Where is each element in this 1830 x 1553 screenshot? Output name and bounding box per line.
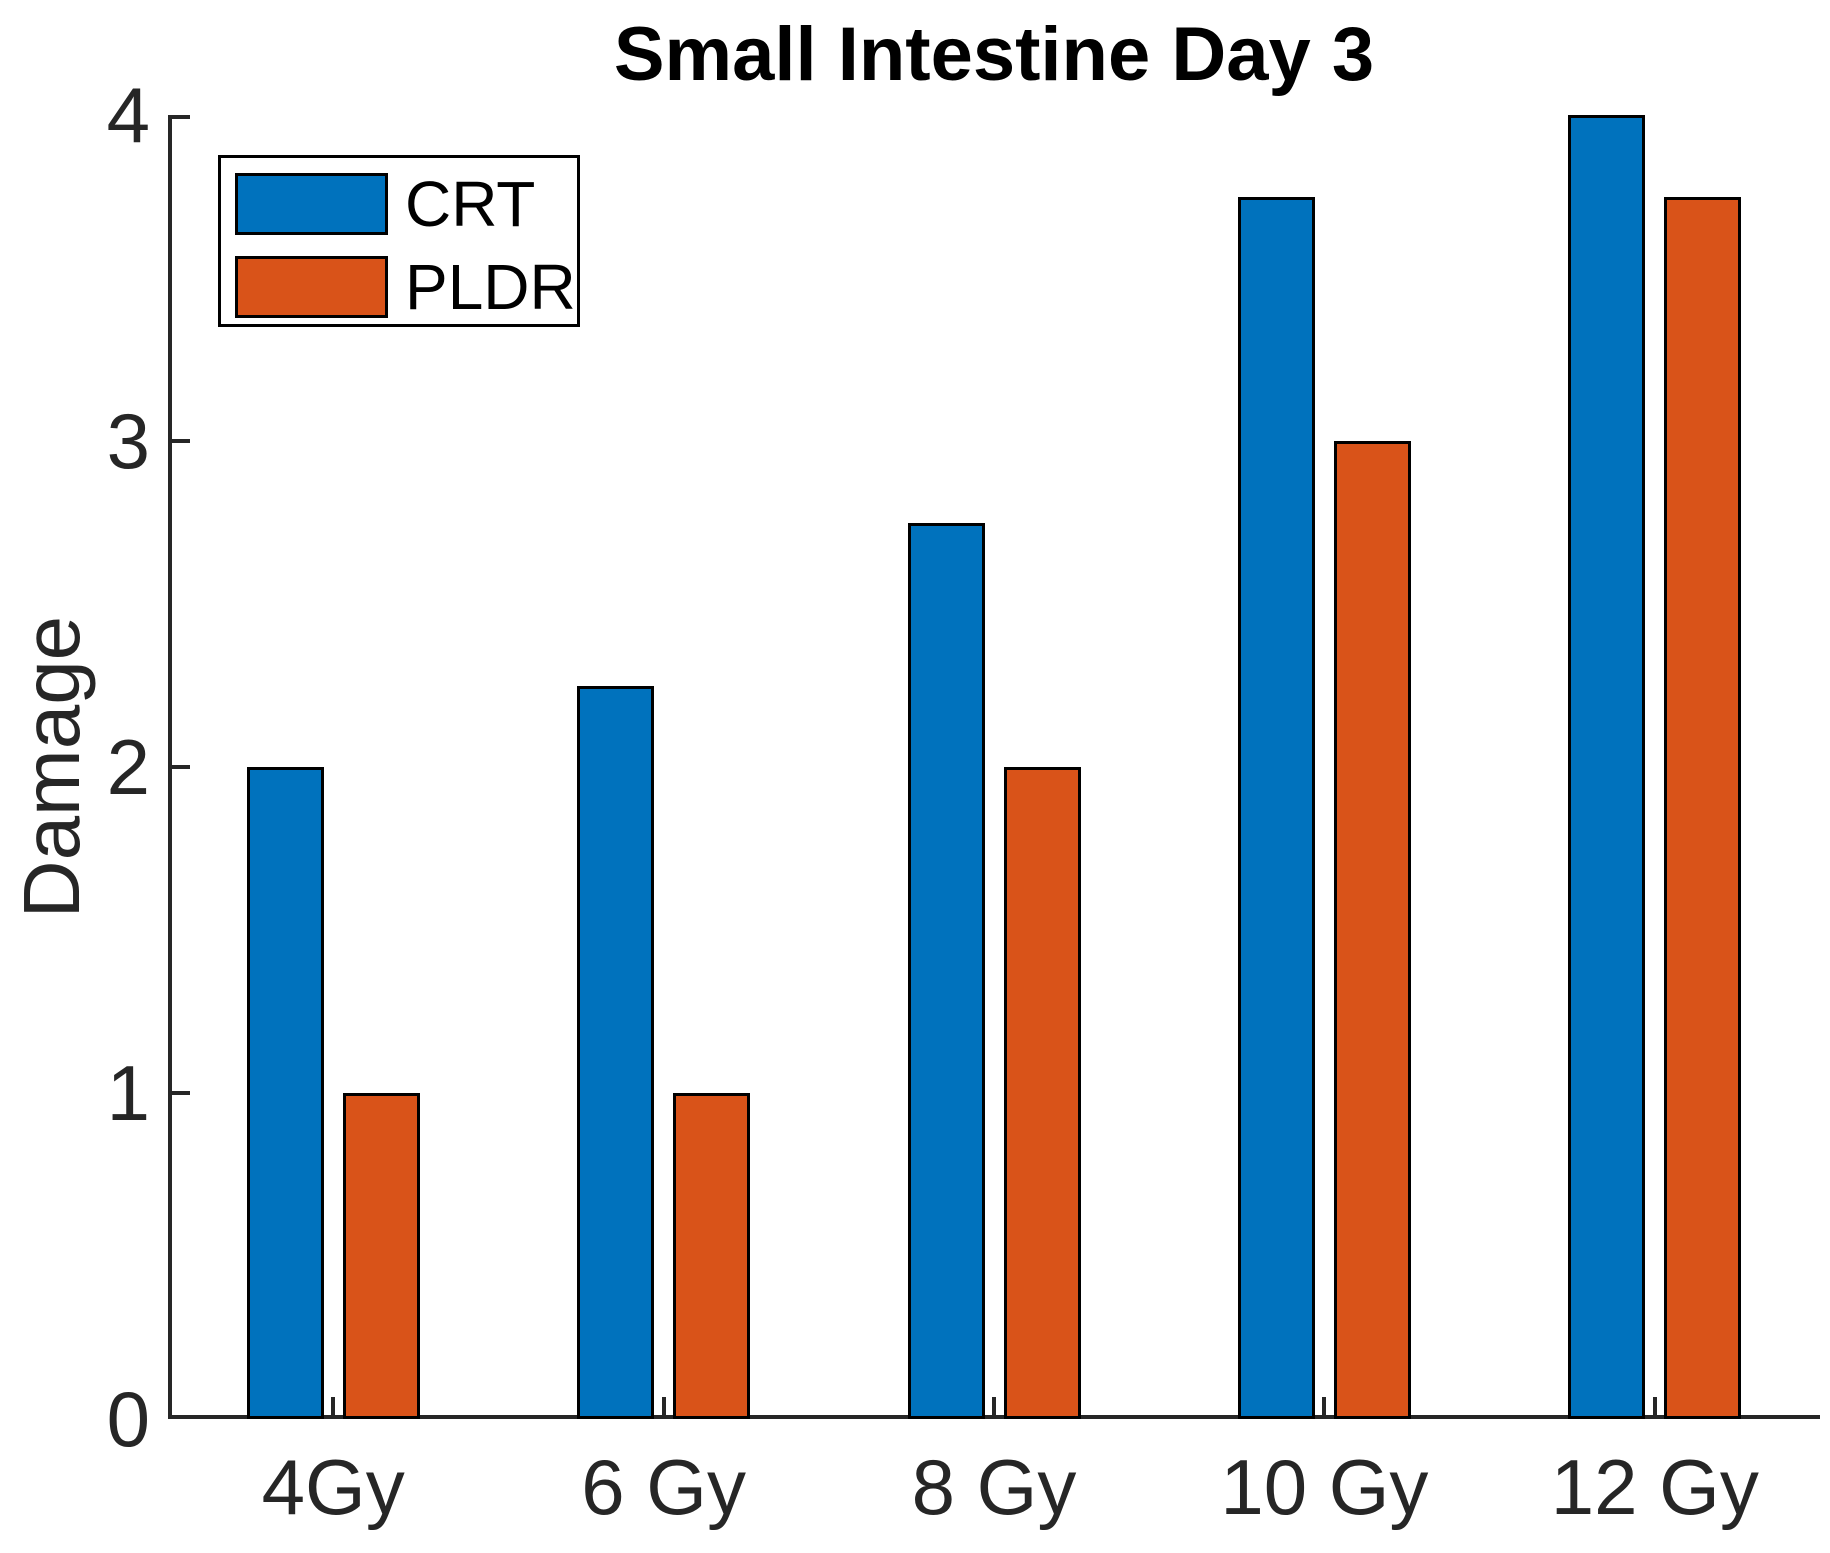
y-tick-3 — [172, 439, 190, 443]
y-tick-label-2: 2 — [106, 723, 150, 811]
chart-title: Small Intestine Day 3 — [613, 12, 1375, 97]
x-tick-label-10gy: 10 Gy — [1220, 1443, 1429, 1531]
bar-crt-4gy — [246, 767, 324, 1419]
plot-area: CRT PLDR — [168, 115, 1820, 1419]
legend-swatch-crt — [235, 173, 388, 235]
x-tick-label-12gy: 12 Gy — [1550, 1443, 1759, 1531]
x-tick-4gy — [331, 1397, 336, 1415]
bar-pldr-8gy — [1003, 767, 1081, 1419]
bar-pldr-6gy — [673, 1093, 751, 1419]
x-tick-8gy — [992, 1397, 996, 1415]
bar-pldr-4gy — [342, 1093, 420, 1419]
bar-pldr-12gy — [1664, 196, 1742, 1419]
y-axis-line — [168, 115, 172, 1419]
bar-crt-8gy — [907, 522, 985, 1419]
x-tick-label-4gy: 4Gy — [261, 1443, 405, 1531]
bar-crt-12gy — [1568, 115, 1646, 1419]
y-tick-4 — [172, 115, 190, 119]
legend-label-crt: CRT — [405, 168, 536, 240]
bar-crt-6gy — [577, 685, 655, 1419]
y-tick-label-4: 4 — [106, 71, 150, 159]
legend-swatch-pldr — [235, 256, 388, 318]
x-tick-label-8gy: 8 Gy — [911, 1443, 1077, 1531]
legend-label-pldr: PLDR — [405, 251, 576, 323]
x-axis-line — [168, 1415, 1820, 1419]
bar-pldr-10gy — [1333, 441, 1411, 1419]
y-tick-label-3: 3 — [106, 397, 150, 485]
legend: CRT PLDR — [218, 155, 580, 327]
y-tick-0 — [172, 1415, 190, 1419]
y-tick-2 — [172, 765, 190, 769]
x-tick-6gy — [661, 1397, 666, 1415]
x-tick-label-6gy: 6 Gy — [581, 1443, 746, 1531]
y-tick-label-1: 1 — [106, 1049, 150, 1137]
y-tick-label-0: 0 — [106, 1375, 150, 1463]
y-tick-1 — [172, 1091, 190, 1095]
x-tick-10gy — [1322, 1397, 1327, 1415]
bar-crt-10gy — [1237, 196, 1315, 1419]
x-tick-12gy — [1652, 1397, 1657, 1415]
